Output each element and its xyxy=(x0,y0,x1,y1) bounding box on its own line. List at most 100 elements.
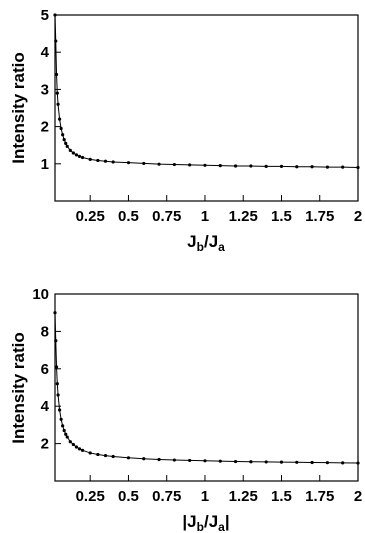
x-tick-label: 2 xyxy=(354,208,362,225)
data-point xyxy=(218,164,222,168)
data-point xyxy=(203,163,207,167)
ticks: 0.25 0.5 0.75 1 1.25 1.5 1.75 2 1 2 3 4 5 xyxy=(41,7,363,225)
x-axis-title: Jb/Ja xyxy=(187,232,225,254)
data-point xyxy=(56,393,60,397)
data-point xyxy=(54,365,59,369)
data-point xyxy=(59,126,63,131)
chart-top: 0.25 0.5 0.75 1 1.25 1.5 1.75 2 1 2 3 4 5 Intensity … xyxy=(9,7,362,254)
y-tick-label: 8 xyxy=(41,323,49,340)
data-point xyxy=(68,148,72,153)
data-point xyxy=(54,72,59,77)
data-point xyxy=(74,445,79,449)
data-point xyxy=(218,459,222,463)
y-tick-label: 3 xyxy=(41,81,49,98)
x-tick-label: 1.5 xyxy=(271,208,292,225)
data-point xyxy=(126,161,131,165)
data-point xyxy=(295,165,299,169)
x-tick-label: 1.75 xyxy=(305,208,334,225)
data-point xyxy=(233,164,238,168)
data-point xyxy=(279,164,284,168)
data-point xyxy=(295,460,299,464)
data-point xyxy=(59,417,63,421)
y-tick-label: 4 xyxy=(41,44,50,61)
data-point xyxy=(88,157,92,161)
x-tick-label: 0.75 xyxy=(152,208,181,225)
data-point xyxy=(53,311,57,315)
y-tick-label: 4 xyxy=(41,398,50,415)
data-point xyxy=(55,91,59,95)
y-tick-label: 2 xyxy=(41,436,49,453)
y-tick-label: 10 xyxy=(32,286,49,303)
x-axis-title: |Jb/Ja| xyxy=(182,512,229,533)
data-point xyxy=(65,144,69,148)
data-point xyxy=(96,452,100,457)
x-tick-label: 1 xyxy=(201,488,209,505)
data-point xyxy=(77,154,82,158)
data-point xyxy=(310,165,314,169)
data-point xyxy=(53,13,57,17)
data-point xyxy=(157,162,161,166)
data-point xyxy=(96,158,100,163)
x-tick-label: 0.25 xyxy=(76,488,105,505)
data-point xyxy=(249,460,253,464)
data-point xyxy=(188,458,192,463)
data-point xyxy=(264,164,268,168)
data-point xyxy=(103,159,108,163)
data-point xyxy=(74,153,79,157)
x-tick-label: 1.25 xyxy=(229,488,258,505)
data-point xyxy=(61,133,65,137)
x-tick-label: 1.75 xyxy=(305,488,334,505)
ticks: 0.25 0.5 0.75 1 1.25 1.5 1.75 2 2 4 6 8 10 xyxy=(32,286,362,505)
x-tick-label: 0.5 xyxy=(118,488,139,505)
data-point xyxy=(103,453,108,458)
data-point xyxy=(356,165,360,170)
data-point xyxy=(57,117,62,121)
x-tick-label: 1 xyxy=(201,208,209,225)
data-point xyxy=(188,163,192,167)
data-point xyxy=(142,457,146,461)
data-point xyxy=(54,339,58,343)
x-tick-label: 0.5 xyxy=(118,208,139,225)
data-point xyxy=(62,138,66,142)
plot-frame xyxy=(54,293,359,482)
data-point xyxy=(77,447,82,451)
data-point xyxy=(233,459,238,464)
x-tick-label: 1.25 xyxy=(229,208,258,225)
y-tick-label: 2 xyxy=(41,119,49,136)
data-point xyxy=(157,457,161,462)
data-point xyxy=(65,435,69,439)
data-point xyxy=(126,456,131,460)
series-line xyxy=(54,312,359,464)
x-tick-label: 1.5 xyxy=(271,488,292,505)
series-points xyxy=(53,13,360,170)
data-point xyxy=(71,442,75,447)
data-point xyxy=(111,454,115,459)
series-line xyxy=(54,14,359,169)
data-point xyxy=(310,460,314,465)
data-point xyxy=(68,440,72,444)
data-point xyxy=(80,448,85,452)
data-point xyxy=(172,162,176,167)
y-axis-title: Intensity ratio xyxy=(9,52,28,163)
data-point xyxy=(172,458,176,462)
data-point xyxy=(203,459,207,463)
data-point xyxy=(111,160,115,164)
y-axis-title: Intensity ratio xyxy=(9,332,28,443)
data-point xyxy=(356,461,360,465)
data-point xyxy=(279,460,284,464)
x-tick-label: 0.25 xyxy=(76,208,105,225)
y-tick-label: 6 xyxy=(41,361,49,378)
data-point xyxy=(264,460,268,464)
data-point xyxy=(325,165,329,169)
data-point xyxy=(61,424,65,428)
plot-frame xyxy=(54,14,359,202)
data-point xyxy=(55,382,59,386)
x-tick-label: 0.75 xyxy=(152,488,181,505)
data-point xyxy=(249,164,253,168)
data-point xyxy=(325,461,329,465)
data-point xyxy=(341,165,345,169)
y-tick-label: 1 xyxy=(41,156,49,173)
series-points xyxy=(53,311,360,465)
data-point xyxy=(142,161,146,166)
data-point xyxy=(341,461,345,465)
